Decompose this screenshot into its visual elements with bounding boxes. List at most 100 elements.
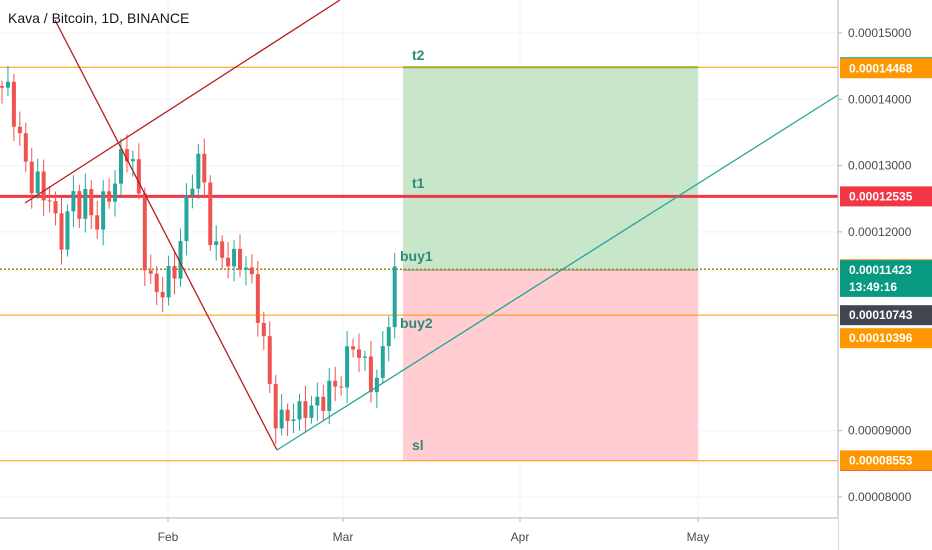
profit-zone xyxy=(403,67,698,271)
candle-body xyxy=(339,386,344,388)
price-badge-label: 0.00010396 xyxy=(849,331,913,345)
candle-body xyxy=(5,81,10,88)
zone-labels: t2 t1 buy1 buy2 sl xyxy=(400,47,433,453)
candle-body xyxy=(59,213,64,250)
zone-label-t1: t1 xyxy=(412,175,425,191)
price-badge xyxy=(840,305,932,326)
candle-body xyxy=(243,267,248,270)
candle-body xyxy=(29,161,34,194)
candle-body xyxy=(130,159,135,162)
candle-body xyxy=(101,191,106,230)
candles xyxy=(0,65,397,445)
candle-body xyxy=(41,171,46,201)
candle-body xyxy=(238,248,242,270)
candle-body xyxy=(124,149,129,162)
candle-body xyxy=(184,195,189,241)
candle-body xyxy=(71,191,76,212)
price-badge-label: 0.00008553 xyxy=(849,453,913,467)
candle-body xyxy=(113,183,118,202)
price-badge-label: 0.00012535 xyxy=(849,189,913,203)
price-tick-label: 0.00008000 xyxy=(848,490,912,504)
candle-body xyxy=(142,193,147,271)
candle-body xyxy=(255,274,260,323)
price-tick-label: 0.00015000 xyxy=(848,26,912,40)
time-tick-label: Apr xyxy=(511,530,530,544)
time-tick-label: May xyxy=(687,530,710,544)
candle-body xyxy=(297,401,302,420)
candle-body xyxy=(267,336,272,384)
candle-body xyxy=(166,265,171,298)
trend-line-falling xyxy=(54,19,278,451)
price-badge xyxy=(840,276,932,297)
candle-body xyxy=(107,191,112,202)
price-tick-label: 0.00013000 xyxy=(848,159,912,173)
candle-body xyxy=(345,346,350,388)
candle-body xyxy=(220,241,225,258)
candle-body xyxy=(160,292,165,298)
candle-body xyxy=(357,349,361,358)
price-badge xyxy=(840,328,932,349)
candle-body xyxy=(190,188,195,196)
candle-body xyxy=(303,401,308,418)
price-badge xyxy=(840,450,932,471)
candle-body xyxy=(279,409,284,429)
candle-body xyxy=(374,377,379,393)
zone-label-buy1: buy1 xyxy=(400,248,433,264)
candle-body xyxy=(0,86,4,88)
time-axis-background xyxy=(0,518,838,550)
candle-body xyxy=(136,159,141,194)
candle-body xyxy=(362,356,367,358)
trend-line-rising xyxy=(24,0,341,204)
candle-body xyxy=(261,322,266,337)
zone-label-buy2: buy2 xyxy=(400,315,433,331)
candle-body xyxy=(53,201,58,214)
candle-body xyxy=(321,396,326,411)
price-tick-label: 0.00012000 xyxy=(848,225,912,239)
candle-body xyxy=(249,267,254,275)
risk-reward-zones xyxy=(403,66,698,461)
candle-body xyxy=(119,149,123,184)
horizontal-levels xyxy=(0,66,838,462)
candle-body xyxy=(172,265,177,279)
price-badge-label: 0.00014468 xyxy=(849,61,913,75)
candle-body xyxy=(380,346,385,378)
candle-body xyxy=(95,215,100,230)
price-badge xyxy=(840,186,932,207)
candle-body xyxy=(148,270,153,274)
candle-body xyxy=(77,191,82,219)
candle-body xyxy=(47,200,52,202)
zone-label-t2: t2 xyxy=(412,47,425,63)
price-badge xyxy=(840,260,932,281)
time-tick-label: Mar xyxy=(333,530,354,544)
trend-lines xyxy=(24,0,839,451)
candle-body xyxy=(333,380,338,387)
candle-body xyxy=(23,133,28,162)
candle-body xyxy=(315,396,320,406)
candle-body xyxy=(196,153,201,189)
candle-body xyxy=(327,380,332,411)
candle-body xyxy=(309,405,314,418)
price-tick-label: 0.00009000 xyxy=(848,424,912,438)
candle-body xyxy=(17,126,22,134)
support-trend-line xyxy=(276,94,839,451)
time-axis[interactable]: Feb Mar Apr May xyxy=(0,517,838,550)
price-badge-label: 0.00011423 xyxy=(849,263,912,277)
chart-title: Kava / Bitcoin, 1D, BINANCE xyxy=(8,10,190,26)
candle-body xyxy=(178,240,183,279)
candle-body xyxy=(351,346,356,350)
candle-body xyxy=(83,188,88,219)
candle-body xyxy=(202,153,207,183)
candle-body xyxy=(273,383,278,429)
price-badge-label: 13:49:16 xyxy=(849,280,897,294)
time-tick-label: Feb xyxy=(158,530,179,544)
zone-label-sl: sl xyxy=(412,437,424,453)
price-badge-label: 0.00010743 xyxy=(849,308,913,322)
price-badge xyxy=(840,58,932,79)
candle-body xyxy=(65,211,70,250)
price-tick-label: 0.00014000 xyxy=(848,92,912,106)
candle-body xyxy=(226,257,231,267)
candle-body xyxy=(232,248,237,267)
candle-body xyxy=(392,266,397,328)
candle-body xyxy=(291,419,296,422)
